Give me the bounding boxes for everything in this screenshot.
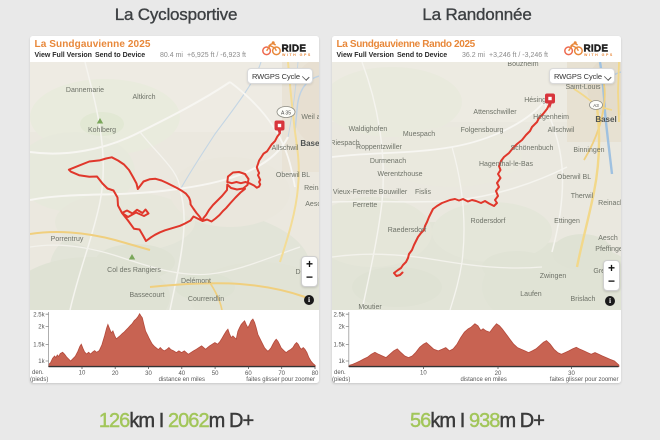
svg-text:Rodersdorf: Rodersdorf xyxy=(471,218,506,225)
svg-text:WITH GPS: WITH GPS xyxy=(584,53,614,57)
svg-text:(pieds): (pieds) xyxy=(30,377,48,383)
svg-text:1k: 1k xyxy=(38,359,45,365)
svg-text:Porrentruy: Porrentruy xyxy=(51,236,84,243)
svg-text:Roppentzwiller: Roppentzwiller xyxy=(356,144,403,151)
svg-text:Laufen: Laufen xyxy=(520,291,542,298)
svg-text:distance en miles: distance en miles xyxy=(460,377,506,383)
svg-text:Kohlberg: Kohlberg xyxy=(88,127,116,134)
svg-text:80: 80 xyxy=(312,371,319,377)
svg-text:Ettingen: Ettingen xyxy=(554,218,580,225)
svg-text:Courrendlin: Courrendlin xyxy=(188,296,224,303)
svg-text:Basel: Basel xyxy=(595,115,616,124)
svg-text:Muespach: Muespach xyxy=(403,131,435,138)
svg-text:Dannemarie: Dannemarie xyxy=(66,87,104,94)
svg-text:Riespach: Riespach xyxy=(332,140,360,147)
svg-text:Bassecourt: Bassecourt xyxy=(129,292,164,299)
svg-text:Ferrette: Ferrette xyxy=(353,202,378,209)
svg-text:Weil a: Weil a xyxy=(301,114,319,121)
svg-text:40: 40 xyxy=(178,371,185,377)
svg-text:Reinac: Reinac xyxy=(304,185,319,192)
svg-text:Allschwil: Allschwil xyxy=(548,127,575,134)
svg-text:Hagenthal-le-Bas: Hagenthal-le-Bas xyxy=(479,161,534,168)
svg-text:(pieds): (pieds) xyxy=(332,377,350,383)
svg-text:Moutier: Moutier xyxy=(358,304,382,310)
svg-text:Hégenheim: Hégenheim xyxy=(533,114,569,121)
svg-text:Pfeffingen: Pfeffingen xyxy=(595,246,621,253)
svg-text:A 35: A 35 xyxy=(281,110,291,116)
svg-text:Allschwil: Allschwil xyxy=(272,145,299,152)
svg-text:Aesch: Aesch xyxy=(305,201,319,208)
svg-text:Aesch: Aesch xyxy=(598,235,618,242)
svg-text:50: 50 xyxy=(212,371,219,377)
svg-text:Du: Du xyxy=(296,269,305,276)
svg-text:Fislis: Fislis xyxy=(415,189,431,196)
svg-text:Folgensbourg: Folgensbourg xyxy=(461,127,504,134)
svg-text:1.5k: 1.5k xyxy=(333,343,345,349)
svg-text:Werentzhouse: Werentzhouse xyxy=(377,171,422,178)
svg-text:10: 10 xyxy=(420,371,427,377)
svg-text:A3: A3 xyxy=(593,103,599,108)
svg-text:Grel: Grel xyxy=(593,268,607,275)
svg-text:Binningen: Binningen xyxy=(573,147,604,154)
svg-text:Schönenbuch: Schönenbuch xyxy=(511,145,554,152)
svg-text:Basel: Basel xyxy=(300,139,319,148)
svg-text:20: 20 xyxy=(495,371,502,377)
svg-text:den.: den. xyxy=(334,370,346,376)
svg-text:faites glisser pour zoomer: faites glisser pour zoomer xyxy=(550,377,619,383)
svg-text:distance en miles: distance en miles xyxy=(159,377,205,383)
svg-text:Reinach: Reinach xyxy=(598,200,621,207)
svg-text:RIDE: RIDE xyxy=(282,44,307,55)
svg-text:Bouzheim: Bouzheim xyxy=(507,62,538,68)
svg-text:Zwingen: Zwingen xyxy=(540,273,567,280)
svg-text:60: 60 xyxy=(245,371,252,377)
svg-text:70: 70 xyxy=(278,371,285,377)
svg-text:Oberwil BL: Oberwil BL xyxy=(557,174,591,181)
svg-text:2k: 2k xyxy=(338,325,345,331)
svg-text:den.: den. xyxy=(32,370,44,376)
svg-text:Hésingue: Hésingue xyxy=(524,97,554,104)
svg-text:RIDE: RIDE xyxy=(584,44,609,55)
svg-text:Delémont: Delémont xyxy=(181,278,211,285)
svg-text:10: 10 xyxy=(79,371,86,377)
svg-text:Saint-Louis: Saint-Louis xyxy=(565,84,601,91)
svg-text:Col des Rangiers: Col des Rangiers xyxy=(107,267,161,274)
svg-text:Raedersdorf: Raedersdorf xyxy=(388,227,427,234)
svg-text:30: 30 xyxy=(145,371,152,377)
svg-text:Oberwil BL: Oberwil BL xyxy=(276,172,310,179)
svg-text:WITH GPS: WITH GPS xyxy=(282,53,312,57)
svg-text:2k: 2k xyxy=(38,325,45,331)
svg-text:Waldighofen: Waldighofen xyxy=(349,126,388,133)
svg-text:Therwil: Therwil xyxy=(571,193,594,200)
svg-text:2.5k: 2.5k xyxy=(33,312,45,318)
svg-text:Bouwiller: Bouwiller xyxy=(379,189,408,196)
svg-text:Vieux-Ferrette: Vieux-Ferrette xyxy=(333,189,377,196)
svg-text:1k: 1k xyxy=(338,359,345,365)
svg-text:faites glisser pour zoomer: faites glisser pour zoomer xyxy=(246,377,315,383)
svg-text:Attenschwiller: Attenschwiller xyxy=(473,109,517,116)
svg-text:2.5k: 2.5k xyxy=(333,312,345,318)
svg-text:20: 20 xyxy=(112,371,119,377)
svg-text:30: 30 xyxy=(568,371,575,377)
svg-text:Durmenach: Durmenach xyxy=(370,158,406,165)
svg-text:1.5k: 1.5k xyxy=(33,343,45,349)
svg-text:Brislach: Brislach xyxy=(571,296,596,303)
svg-text:Altkirch: Altkirch xyxy=(133,94,156,101)
